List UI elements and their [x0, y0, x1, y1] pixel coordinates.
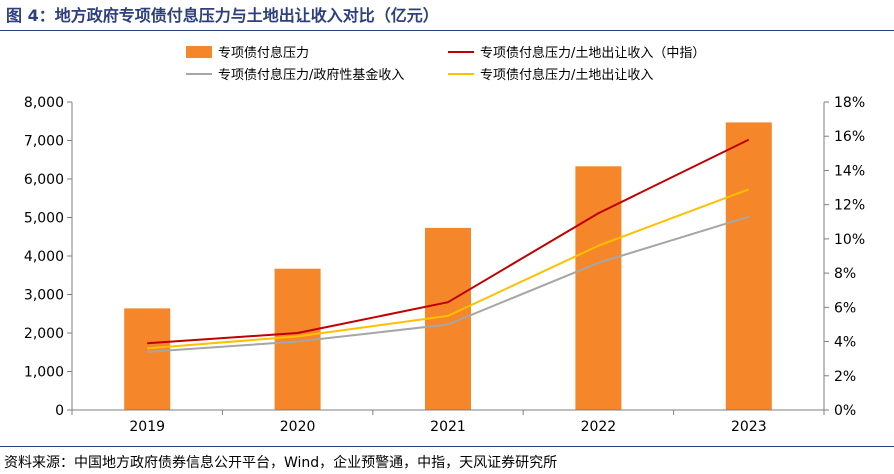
axes: 0 1,000 2,000 3,000 4,000 5,000 6,000 7,000 8,00…	[24, 95, 865, 435]
x-tick-label: 2023	[731, 419, 767, 435]
bar-2019	[124, 308, 171, 410]
y-tick-label-left: 6,000	[24, 172, 64, 188]
series-line-3	[147, 188, 750, 350]
y-tick-label-right: 2%	[834, 369, 856, 385]
series-line-1	[147, 138, 750, 345]
y-tick-label-right: 14%	[834, 163, 865, 179]
chart: 专项债付息压力 专项债付息压力/土地出让收入（中指） 专项债付息压力/政府性基金收入…	[24, 45, 865, 435]
y-tick-label-left: 3,000	[24, 288, 64, 304]
x-tick-label: 2021	[430, 419, 466, 435]
y-tick-label-left: 1,000	[24, 365, 64, 381]
bar-2022	[575, 166, 622, 410]
lines	[147, 138, 750, 353]
y-tick-label-right: 6%	[834, 300, 856, 316]
y-tick-label-right: 10%	[834, 232, 865, 248]
y-tick-label-left: 2,000	[24, 326, 64, 342]
y-tick-label-left: 4,000	[24, 249, 64, 265]
y-tick-label-right: 8%	[834, 266, 856, 282]
y-tick-label-right: 12%	[834, 198, 865, 214]
legend-label: 专项债付息压力	[218, 45, 309, 61]
series-line-2	[147, 215, 750, 353]
legend: 专项债付息压力 专项债付息压力/土地出让收入（中指） 专项债付息压力/政府性基金收入…	[186, 45, 705, 83]
y-tick-label-left: 8,000	[24, 95, 64, 111]
bars	[124, 122, 772, 410]
figure-title: 图 4：地方政府专项债付息压力与土地出让收入对比（亿元）	[6, 6, 439, 25]
x-tick-label: 2020	[280, 419, 316, 435]
source-note: 资料来源：中国地方政府债券信息公开平台，Wind，企业预警通，中指，天风证券研究…	[4, 455, 558, 471]
y-tick-label-left: 0	[55, 403, 64, 419]
legend-label: 专项债付息压力/土地出让收入（中指）	[480, 45, 705, 61]
y-tick-label-right: 16%	[834, 129, 865, 145]
bar-2023	[725, 122, 772, 410]
legend-label: 专项债付息压力/政府性基金收入	[218, 67, 404, 83]
legend-label: 专项债付息压力/土地出让收入	[480, 67, 653, 83]
y-tick-label-right: 18%	[834, 95, 865, 111]
x-tick-label: 2019	[129, 419, 165, 435]
y-tick-label-right: 4%	[834, 335, 856, 351]
y-tick-label-left: 5,000	[24, 211, 64, 227]
title-rule	[0, 30, 894, 31]
x-tick-label: 2022	[581, 419, 617, 435]
y-tick-label-right: 0%	[834, 403, 856, 419]
y-tick-label-left: 7,000	[24, 134, 64, 150]
source-rule	[0, 446, 894, 447]
legend-swatch-bar	[186, 46, 212, 58]
